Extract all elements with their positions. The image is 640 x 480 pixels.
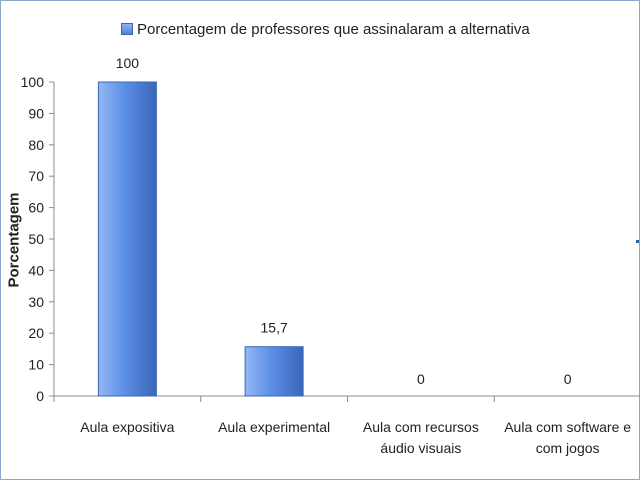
y-tick-label: 70	[28, 168, 44, 184]
x-category-label: áudio visuais	[380, 440, 461, 456]
bar	[244, 346, 304, 397]
y-tick-label: 40	[28, 262, 44, 278]
y-tick-label: 100	[21, 74, 45, 90]
x-category-label: Aula expositiva	[80, 419, 174, 435]
y-tick-label: 50	[28, 231, 44, 247]
y-tick-label: 10	[28, 357, 44, 373]
y-tick-label: 60	[28, 200, 44, 216]
legend-swatch	[121, 23, 133, 35]
x-category-label: Aula com recursos	[363, 419, 479, 435]
frame-handle-right	[636, 240, 639, 243]
y-tick-label: 0	[36, 388, 44, 404]
y-tick-label: 80	[28, 137, 44, 153]
data-label: 15,7	[261, 320, 288, 336]
x-category-label: Aula experimental	[218, 419, 330, 435]
bar	[97, 81, 157, 397]
data-label: 0	[564, 371, 572, 387]
y-tick-label: 20	[28, 325, 44, 341]
x-category-label: com jogos	[536, 440, 600, 456]
y-tick-label: 90	[28, 105, 44, 121]
y-tick-label: 30	[28, 294, 44, 310]
legend-label: Porcentagem de professores que assinalar…	[137, 20, 530, 38]
data-label: 0	[417, 371, 425, 387]
legend: Porcentagem de professores que assinalar…	[121, 19, 530, 39]
x-category-label: Aula com software e	[504, 419, 631, 435]
data-label: 100	[116, 55, 140, 71]
